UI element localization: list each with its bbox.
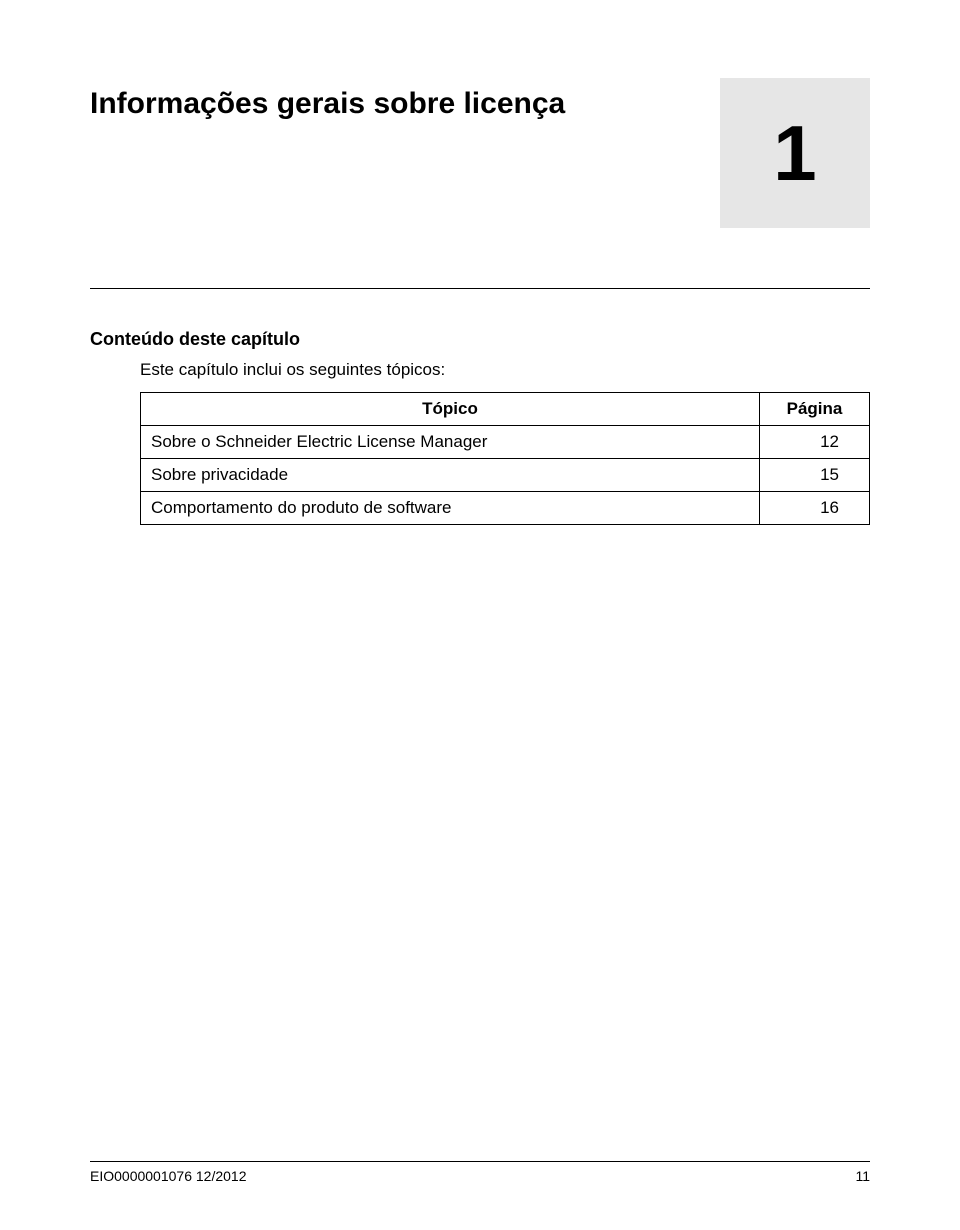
page-title: Informações gerais sobre licença bbox=[90, 78, 565, 122]
table-cell-topic: Sobre privacidade bbox=[141, 459, 760, 492]
table-row: Comportamento do produto de software 16 bbox=[141, 492, 870, 525]
chapter-number-box: 1 bbox=[720, 78, 870, 228]
section-intro: Este capítulo inclui os seguintes tópico… bbox=[140, 360, 870, 380]
table-cell-page: 15 bbox=[760, 459, 870, 492]
page-footer: EIO0000001076 12/2012 11 bbox=[90, 1161, 870, 1184]
table-header-row: Tópico Página bbox=[141, 393, 870, 426]
table-header-page: Página bbox=[760, 393, 870, 426]
table-cell-topic: Comportamento do produto de software bbox=[141, 492, 760, 525]
table-row: Sobre privacidade 15 bbox=[141, 459, 870, 492]
topics-table: Tópico Página Sobre o Schneider Electric… bbox=[140, 392, 870, 525]
footer-doc-id: EIO0000001076 12/2012 bbox=[90, 1168, 246, 1184]
table-cell-topic: Sobre o Schneider Electric License Manag… bbox=[141, 426, 760, 459]
footer-page-number: 11 bbox=[855, 1168, 870, 1184]
document-page: Informações gerais sobre licença 1 Conte… bbox=[0, 0, 960, 1230]
divider-rule bbox=[90, 288, 870, 289]
chapter-number: 1 bbox=[773, 108, 816, 199]
table-cell-page: 12 bbox=[760, 426, 870, 459]
table-cell-page: 16 bbox=[760, 492, 870, 525]
section-title: Conteúdo deste capítulo bbox=[90, 329, 870, 350]
table-header-topic: Tópico bbox=[141, 393, 760, 426]
header-row: Informações gerais sobre licença 1 bbox=[90, 78, 870, 228]
table-row: Sobre o Schneider Electric License Manag… bbox=[141, 426, 870, 459]
